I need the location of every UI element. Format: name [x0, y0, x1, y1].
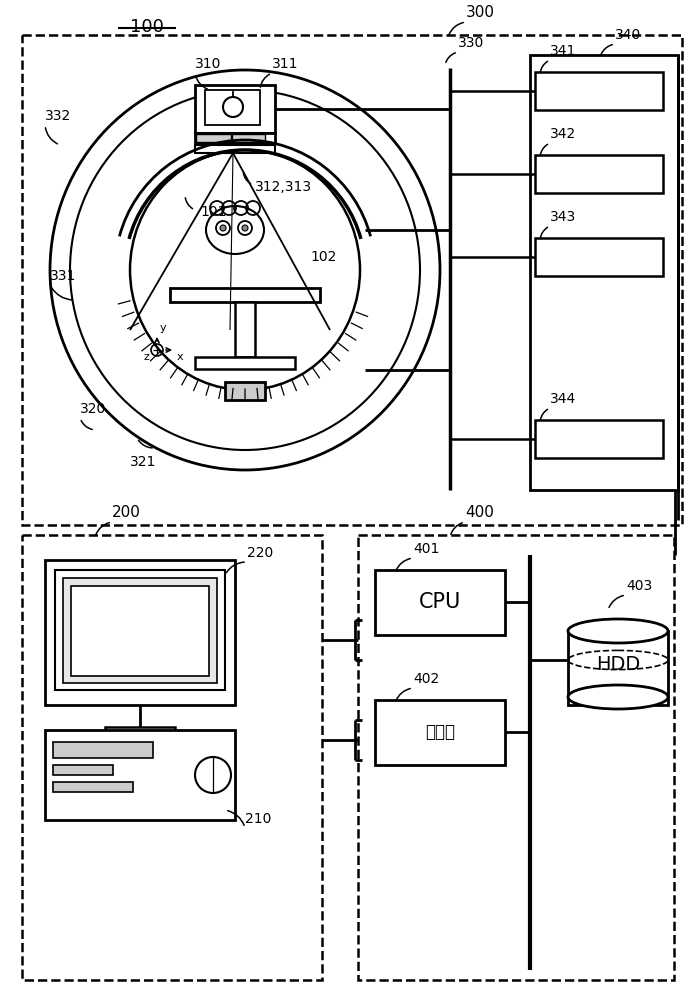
Circle shape	[220, 225, 226, 231]
Text: 321: 321	[130, 455, 156, 469]
Bar	[105, 727, 175, 739]
Text: 342: 342	[550, 127, 576, 141]
Bar	[195, 85, 275, 133]
Text: 340: 340	[615, 28, 641, 42]
Text: 220: 220	[247, 546, 273, 560]
Bar	[55, 570, 225, 690]
Bar	[530, 55, 678, 490]
Text: 存储器: 存储器	[425, 723, 455, 741]
Ellipse shape	[568, 619, 668, 643]
Bar	[170, 288, 320, 302]
Bar	[195, 145, 275, 153]
Text: 100: 100	[130, 18, 164, 36]
Text: CPU: CPU	[419, 592, 461, 612]
Bar	[22, 535, 322, 980]
Bar	[205, 90, 260, 125]
Text: 403: 403	[626, 579, 652, 593]
Bar	[235, 302, 255, 357]
Text: 402: 402	[413, 672, 439, 686]
Text: 210: 210	[245, 812, 271, 826]
Bar	[232, 134, 265, 142]
Bar	[195, 357, 295, 369]
Text: 343: 343	[550, 210, 576, 224]
Bar	[568, 631, 668, 705]
Circle shape	[242, 225, 248, 231]
Text: HDD: HDD	[596, 656, 640, 674]
Bar	[53, 782, 133, 792]
Bar	[45, 560, 235, 705]
Text: 200: 200	[112, 505, 141, 520]
Text: 320: 320	[80, 402, 106, 416]
Bar	[196, 134, 231, 142]
Bar	[225, 382, 265, 400]
Ellipse shape	[568, 685, 668, 709]
Bar	[535, 155, 663, 193]
Text: 312,313: 312,313	[255, 180, 312, 194]
Bar	[535, 238, 663, 276]
Bar	[535, 420, 663, 458]
Bar	[195, 133, 275, 143]
Text: 400: 400	[465, 505, 494, 520]
Text: x: x	[177, 352, 183, 362]
Bar	[53, 765, 113, 775]
Text: z: z	[143, 352, 149, 362]
Bar	[53, 742, 153, 758]
Text: 401: 401	[413, 542, 439, 556]
Text: 310: 310	[195, 57, 222, 71]
Bar	[63, 578, 217, 683]
Text: 341: 341	[550, 44, 576, 58]
Text: 331: 331	[50, 269, 77, 283]
Text: 332: 332	[45, 109, 71, 123]
Text: 344: 344	[550, 392, 576, 406]
Bar	[375, 570, 505, 635]
Text: 101: 101	[200, 205, 227, 219]
Text: 102: 102	[310, 250, 337, 264]
Bar	[375, 700, 505, 765]
Text: 300: 300	[466, 5, 495, 20]
Text: y: y	[160, 323, 167, 333]
Bar	[71, 586, 209, 676]
Bar	[22, 35, 682, 525]
Bar	[45, 730, 235, 820]
Text: 330: 330	[458, 36, 484, 50]
Bar	[535, 72, 663, 110]
Text: 311: 311	[272, 57, 298, 71]
Bar	[358, 535, 674, 980]
